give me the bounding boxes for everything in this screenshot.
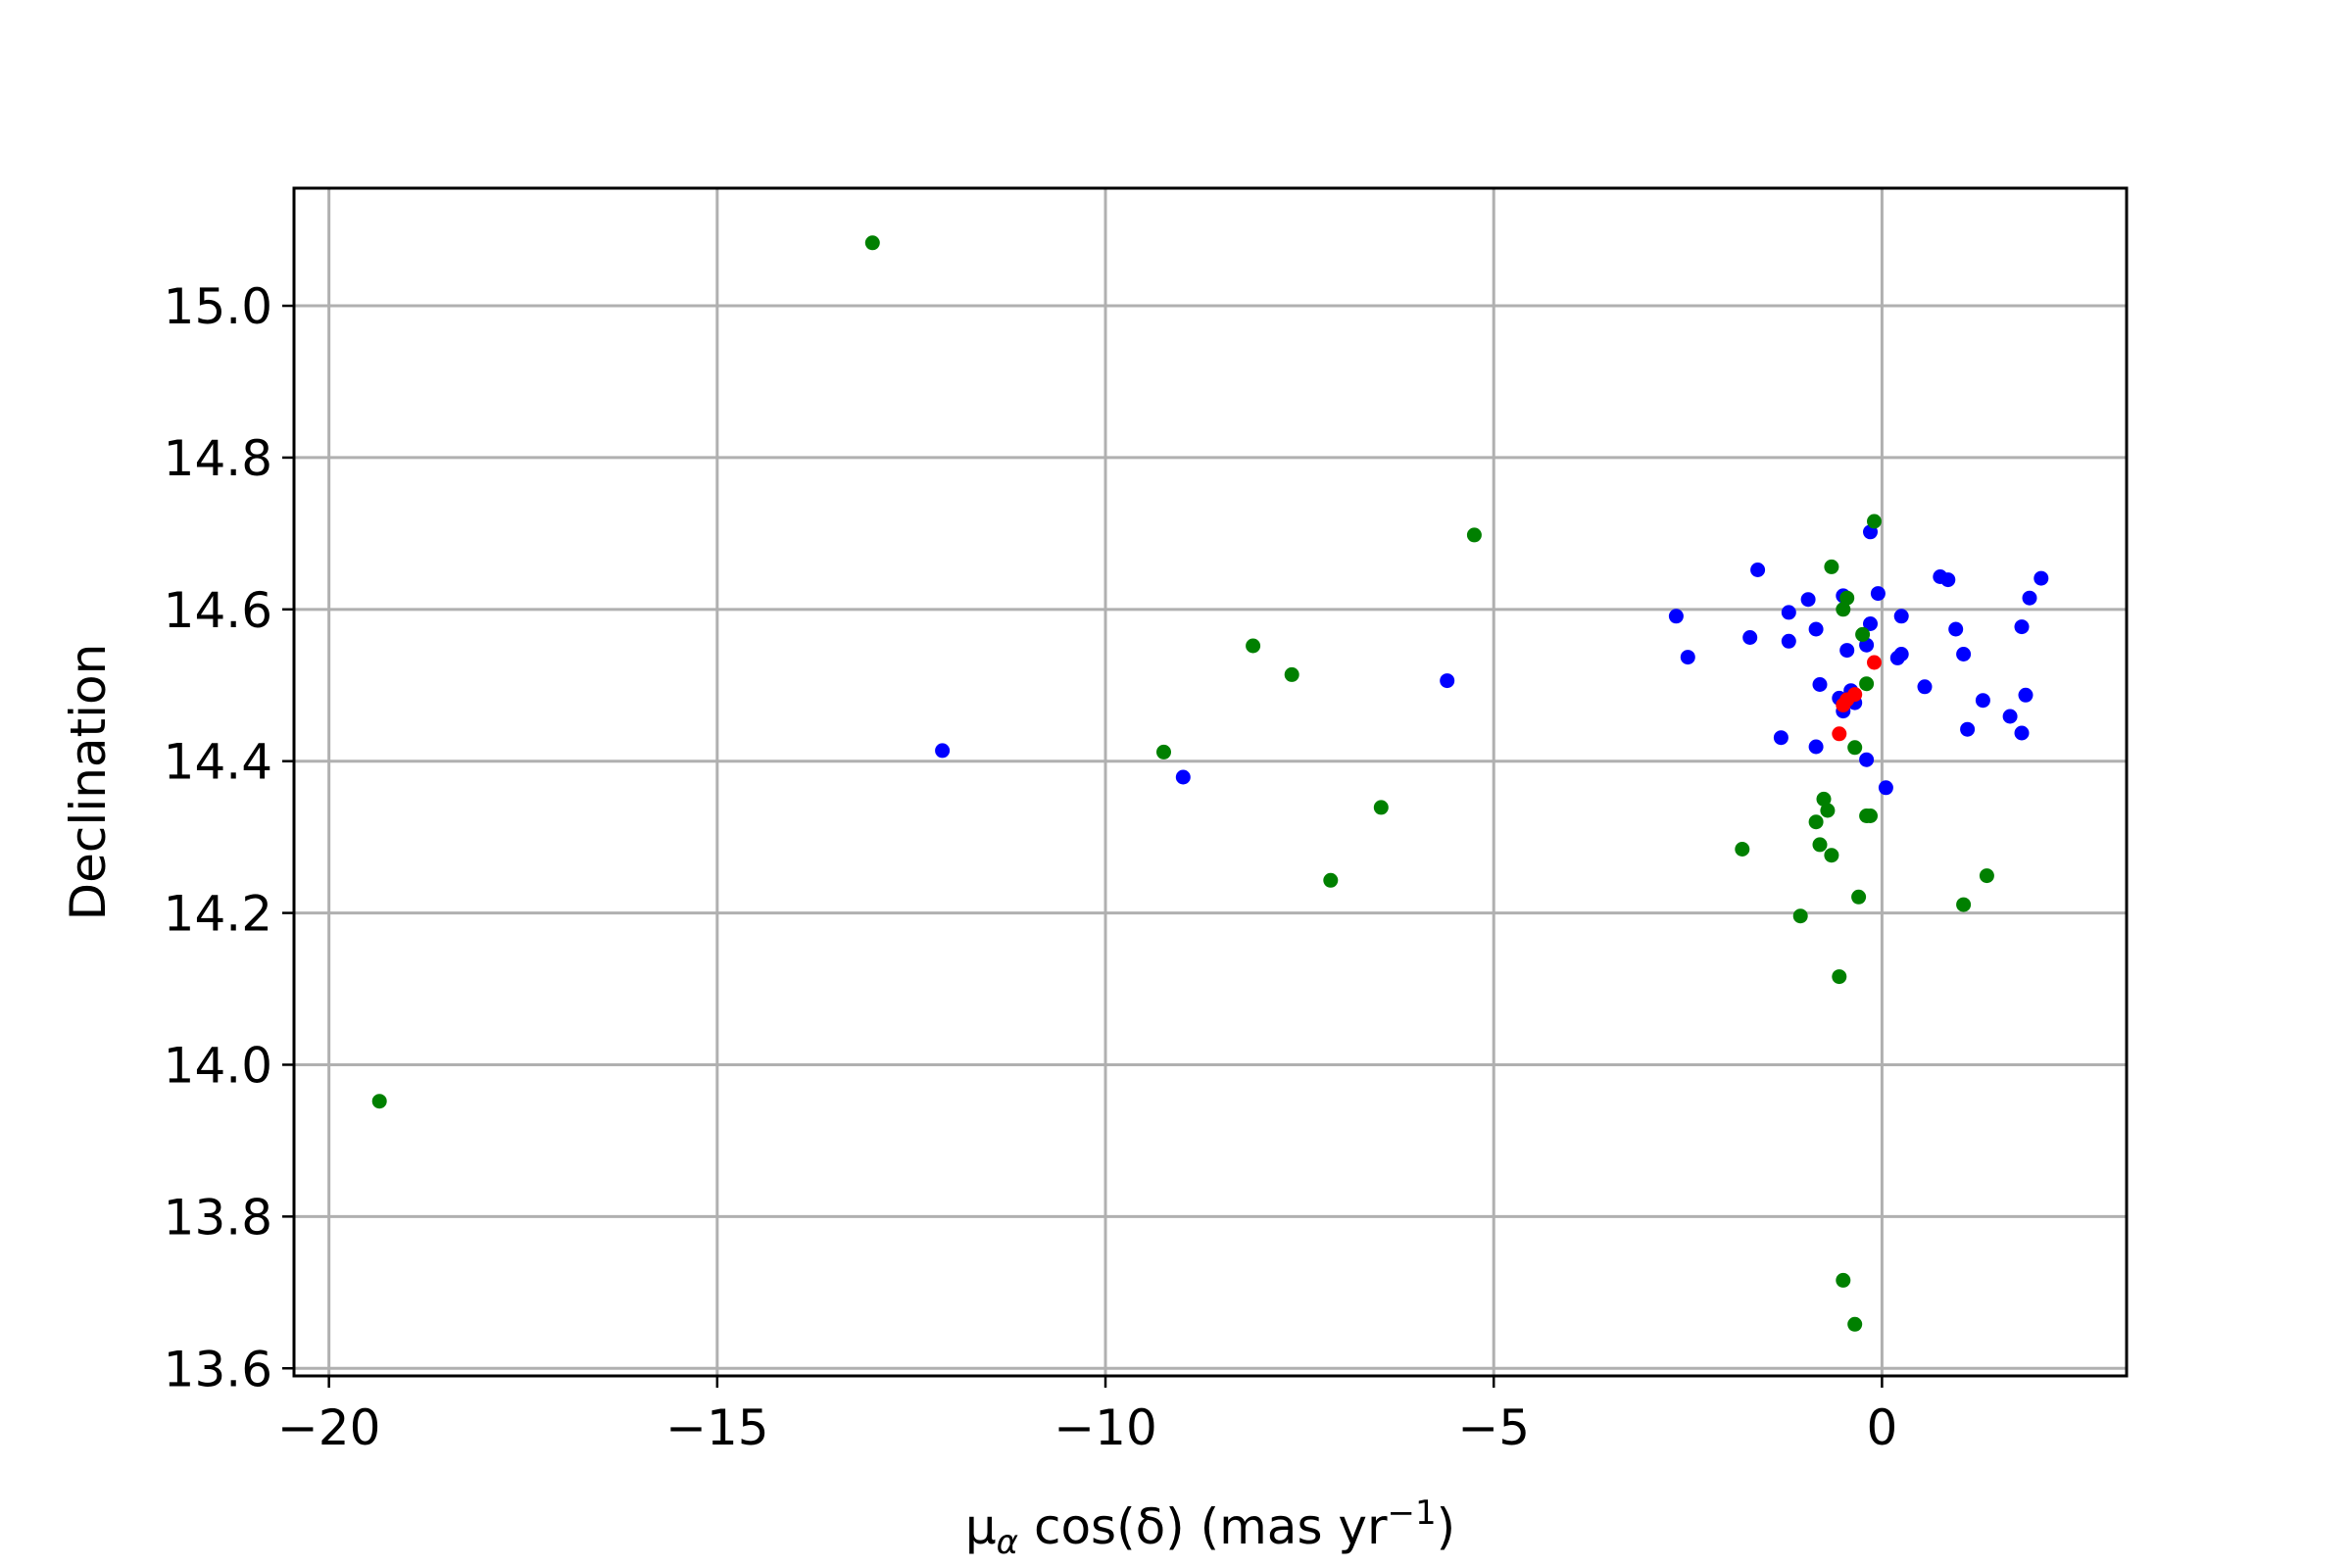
data-point bbox=[1940, 572, 1956, 588]
data-point bbox=[1808, 621, 1824, 637]
data-point bbox=[2014, 619, 2030, 635]
data-point bbox=[1893, 647, 1909, 662]
x-axis-label: μα cos(δ) (mas yr−1) bbox=[965, 1494, 1455, 1562]
y-tick-label: 14.6 bbox=[164, 582, 272, 639]
data-point bbox=[1323, 872, 1339, 888]
data-point bbox=[1781, 633, 1796, 649]
data-point bbox=[1832, 969, 1847, 985]
x-axis-label-subscript: α bbox=[997, 1523, 1018, 1562]
data-point bbox=[2002, 709, 2018, 724]
data-point bbox=[1284, 666, 1299, 682]
data-point bbox=[2014, 725, 2030, 741]
data-point bbox=[1680, 650, 1695, 665]
data-point bbox=[1440, 673, 1455, 689]
data-point bbox=[1956, 647, 1972, 662]
y-tick-label: 14.2 bbox=[164, 886, 272, 943]
data-point bbox=[1773, 730, 1788, 746]
data-point bbox=[2034, 570, 2049, 586]
data-point bbox=[1859, 676, 1875, 692]
data-point bbox=[1836, 1272, 1851, 1288]
data-point bbox=[1742, 630, 1758, 645]
data-point bbox=[1175, 769, 1191, 785]
data-point bbox=[1812, 837, 1828, 853]
data-point bbox=[1800, 592, 1816, 608]
data-point bbox=[1867, 514, 1882, 529]
series-3 bbox=[1832, 655, 1882, 742]
data-point bbox=[1808, 739, 1824, 755]
data-point bbox=[1859, 752, 1875, 767]
data-point bbox=[1839, 590, 1855, 606]
y-tick-label: 14.8 bbox=[164, 430, 272, 487]
data-point bbox=[1975, 693, 1990, 709]
data-point bbox=[1750, 563, 1766, 577]
y-tick-label: 14.4 bbox=[164, 734, 272, 791]
data-point bbox=[1246, 638, 1261, 654]
data-point bbox=[1816, 791, 1832, 807]
data-point bbox=[371, 1094, 387, 1109]
data-point bbox=[935, 743, 951, 759]
data-point bbox=[864, 235, 880, 251]
y-axis-label: Declination bbox=[60, 644, 117, 921]
grid bbox=[294, 188, 2127, 1376]
data-point bbox=[1466, 527, 1482, 543]
data-point bbox=[1812, 677, 1828, 692]
data-point bbox=[1824, 559, 1839, 574]
data-point bbox=[1824, 848, 1839, 863]
data-point bbox=[1870, 586, 1886, 602]
data-point bbox=[1863, 808, 1878, 823]
y-axis-ticks: 13.6 13.8 14.0 14.2 14.4 14.6 14.8 15.0 bbox=[164, 278, 294, 1397]
data-point bbox=[1893, 609, 1909, 624]
data-point bbox=[1851, 889, 1867, 905]
data-point bbox=[1867, 655, 1882, 670]
data-point bbox=[2018, 687, 2034, 703]
x-tick-label: 0 bbox=[1866, 1399, 1897, 1456]
data-point bbox=[1948, 621, 1964, 637]
y-tick-label: 14.0 bbox=[164, 1037, 272, 1094]
data-point bbox=[1863, 616, 1878, 631]
data-point bbox=[1808, 814, 1824, 830]
y-tick-label: 13.8 bbox=[164, 1189, 272, 1246]
data-point bbox=[1668, 609, 1684, 624]
y-tick-label: 15.0 bbox=[164, 278, 272, 335]
data-point bbox=[1847, 740, 1863, 756]
data-point bbox=[1878, 780, 1893, 796]
series-1 bbox=[935, 524, 2049, 796]
data-point bbox=[1156, 744, 1171, 760]
data-points bbox=[371, 235, 2049, 1332]
data-point bbox=[1792, 908, 1808, 924]
x-tick-label: −15 bbox=[665, 1399, 769, 1456]
data-point bbox=[1820, 803, 1836, 818]
data-point bbox=[1956, 897, 1972, 912]
data-point bbox=[1373, 800, 1389, 815]
data-point bbox=[1855, 626, 1871, 642]
data-point bbox=[1960, 721, 1976, 737]
data-point bbox=[1839, 643, 1855, 659]
x-axis-label-superscript: −1 bbox=[1388, 1494, 1437, 1533]
data-point bbox=[1979, 868, 1994, 884]
data-point bbox=[1836, 602, 1851, 617]
plot-area-background bbox=[294, 188, 2127, 1376]
data-point bbox=[1832, 726, 1847, 742]
plot-frame bbox=[292, 186, 2129, 1378]
x-axis-ticks: −20 −15 −10 −5 0 bbox=[277, 1376, 1897, 1456]
data-point bbox=[1781, 605, 1796, 620]
x-tick-label: −20 bbox=[277, 1399, 381, 1456]
x-tick-label: −5 bbox=[1457, 1399, 1530, 1456]
series-2 bbox=[371, 235, 1994, 1332]
data-point bbox=[1917, 679, 1933, 695]
x-tick-label: −10 bbox=[1054, 1399, 1157, 1456]
data-point bbox=[1847, 1316, 1863, 1332]
data-point bbox=[1735, 842, 1750, 857]
y-tick-label: 13.6 bbox=[164, 1341, 272, 1397]
data-point bbox=[2022, 590, 2037, 606]
data-point bbox=[1836, 697, 1851, 712]
